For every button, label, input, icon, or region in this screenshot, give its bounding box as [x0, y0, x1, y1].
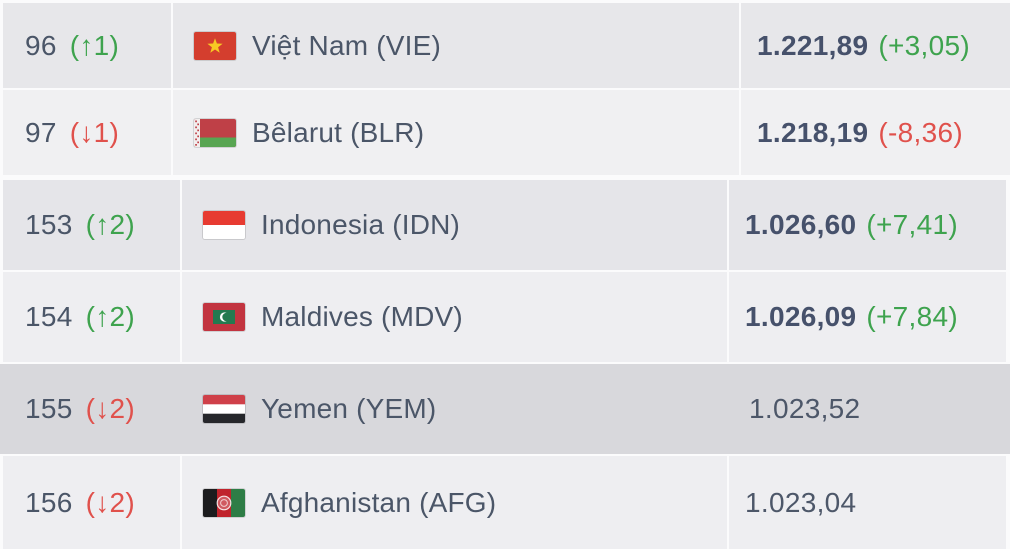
country-cell: Indonesia (IDN)	[182, 180, 727, 270]
rank-change-up: (↑1)	[69, 29, 120, 61]
ranking-row-afghanistan: 156 (↓2) Afghanistan (AFG) 1.023,04	[0, 456, 1010, 549]
points-value: 1.026,09	[745, 301, 857, 332]
rank-cell: 155 (↓2)	[3, 364, 180, 454]
points-value: 1.023,04	[745, 486, 857, 518]
points-cell: 1.218,19 (-8,36)	[741, 90, 1010, 175]
country-label: Việt Nam (VIE)	[252, 29, 441, 61]
points-delta-down: (-8,36)	[878, 116, 963, 148]
maldives-flag-icon	[203, 303, 245, 331]
country-label: Indonesia (IDN)	[261, 209, 461, 240]
belarus-flag-icon	[194, 118, 236, 147]
ranking-row-yemen: 155 (↓2) Yemen (YEM) 1.023,52	[0, 364, 1010, 454]
points-delta-up: (+7,41)	[866, 209, 959, 240]
points-value: 1.221,89	[757, 29, 869, 61]
points-cell: 1.023,52	[733, 364, 1010, 454]
rank-number: 155	[25, 393, 73, 424]
country-cell: Yemen (YEM)	[182, 364, 731, 454]
points-delta-up: (+7,84)	[866, 301, 959, 332]
country-cell: Maldives (MDV)	[182, 272, 727, 362]
country-cell: Afghanistan (AFG)	[182, 456, 727, 549]
rank-change-down: (↓2)	[85, 486, 136, 518]
vietnam-flag-icon	[194, 31, 236, 60]
rank-cell: 154 (↑2)	[3, 272, 180, 362]
rank-cell: 96 (↑1)	[3, 3, 171, 88]
points-value: 1.218,19	[757, 116, 869, 148]
points-cell: 1.026,60 (+7,41)	[729, 180, 1006, 270]
country-label: Maldives (MDV)	[261, 301, 463, 332]
points-value: 1.023,52	[749, 393, 861, 424]
rank-number: 156	[25, 486, 73, 518]
country-label: Bêlarut (BLR)	[252, 116, 425, 148]
points-cell: 1.023,04	[729, 456, 1006, 549]
rank-cell: 153 (↑2)	[3, 180, 180, 270]
rank-change-up: (↑2)	[85, 209, 136, 240]
country-label: Afghanistan (AFG)	[261, 486, 497, 518]
points-cell: 1.221,89 (+3,05)	[741, 3, 1010, 88]
ranking-row-indonesia: 153 (↑2) Indonesia (IDN) 1.026,60 (+7,41…	[0, 180, 1010, 270]
country-cell: Việt Nam (VIE)	[173, 3, 739, 88]
rank-change-up: (↑2)	[85, 301, 136, 332]
rank-number: 154	[25, 301, 73, 332]
points-delta-up: (+3,05)	[878, 29, 971, 61]
ranking-row-vietnam: 96 (↑1) Việt Nam (VIE) 1.221,89 (+3,05)	[0, 3, 1010, 88]
ranking-row-maldives: 154 (↑2) Maldives (MDV) 1.026,09 (+7,84)	[0, 272, 1010, 362]
rank-change-down: (↓2)	[85, 393, 136, 424]
country-cell: Bêlarut (BLR)	[173, 90, 739, 175]
rank-cell: 156 (↓2)	[3, 456, 180, 549]
rank-number: 97	[25, 116, 57, 148]
points-cell: 1.026,09 (+7,84)	[729, 272, 1006, 362]
afghanistan-flag-icon	[203, 488, 245, 517]
yemen-flag-icon	[203, 395, 245, 423]
ranking-row-belarus: 97 (↓1) Bêlarut (BLR)	[0, 90, 1010, 175]
points-value: 1.026,60	[745, 209, 857, 240]
indonesia-flag-icon	[203, 211, 245, 239]
rank-change-down: (↓1)	[69, 116, 120, 148]
rank-cell: 97 (↓1)	[3, 90, 171, 175]
country-label: Yemen (YEM)	[261, 393, 437, 424]
rank-number: 153	[25, 209, 73, 240]
rank-number: 96	[25, 29, 57, 61]
